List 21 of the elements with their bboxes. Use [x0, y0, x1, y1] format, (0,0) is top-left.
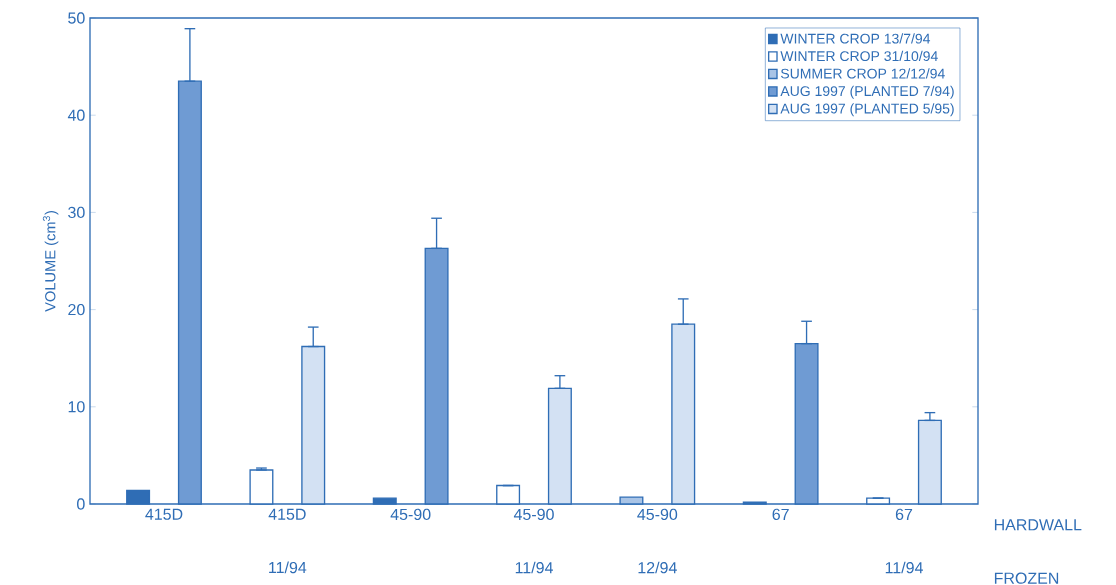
y-axis-title: VOLUME (cm$^{3}$) — [42, 211, 59, 312]
category-label: 45-90 12/94 — [637, 508, 678, 574]
y-tick-label: 50 — [68, 12, 85, 24]
y-tick-label: 40 — [67, 109, 85, 121]
legend-label: AUG 1997 (PLANTED 7/94) — [780, 85, 954, 99]
category-label: 415D 11/94 — [268, 508, 307, 574]
y-tick-label: 30 — [68, 206, 85, 219]
x-tick-label: 67 — [772, 508, 789, 521]
x-tick-label: 415D — [145, 508, 183, 520]
legend-label: WINTER CROP 31/10/94 — [780, 50, 938, 62]
y-tick-label: 0 — [77, 498, 85, 510]
legend-label: WINTER CROP 13/7/94 — [780, 33, 931, 44]
legend-label: SUMMER CROP 12/12/94 — [780, 68, 945, 79]
text: HARDWALL — [994, 519, 1082, 531]
legend-label: AUG 1997 (PLANTED 5/95) — [780, 103, 954, 117]
y-tick-label: 10 — [68, 401, 85, 413]
x-tick-label: 45-90 — [390, 508, 431, 521]
y-tick-label: 20 — [68, 303, 85, 316]
category-label: 67 11/94 — [885, 508, 923, 574]
text: FROZEN — [994, 572, 1059, 584]
category-label: 45-90 11/94 — [513, 508, 554, 574]
